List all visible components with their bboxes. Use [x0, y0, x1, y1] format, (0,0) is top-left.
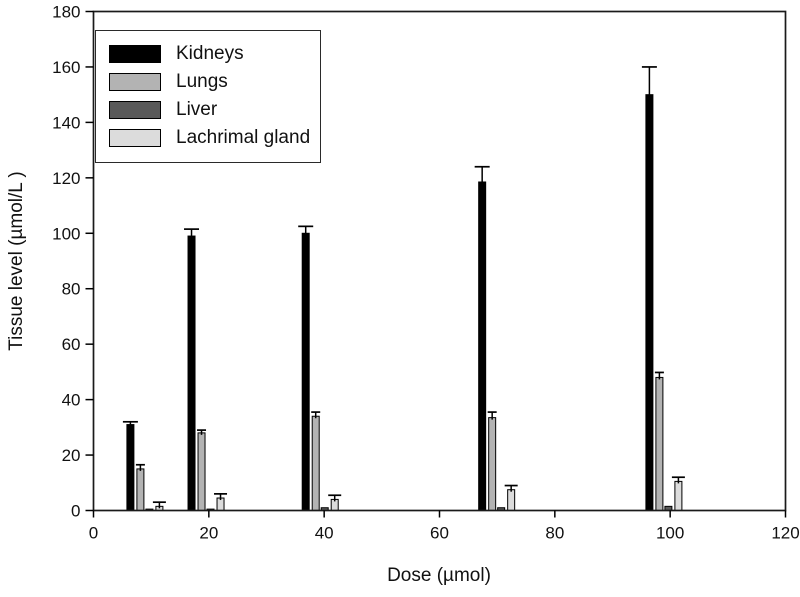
legend-item-lachrimal-gland: Lachrimal gland	[109, 127, 320, 148]
legend-label-liver: Liver	[176, 99, 218, 120]
y-tick-label: 160	[52, 58, 80, 77]
legend-swatch-kidneys	[109, 45, 161, 63]
bar-lachrimal-gland-dose-100	[674, 480, 683, 511]
x-tick-label: 40	[315, 524, 334, 543]
legend-swatch-lungs	[109, 73, 161, 91]
legend-item-kidneys: Kidneys	[109, 43, 320, 64]
bar-kidneys-dose-10	[126, 424, 135, 511]
legend: Kidneys Lungs Liver Lachrimal gland	[95, 30, 321, 163]
y-axis-title: Tissue level (µmol/L )	[6, 171, 27, 351]
y-tick-label: 40	[62, 391, 81, 410]
x-tick-label: 0	[89, 524, 98, 543]
x-tick-label: 20	[199, 524, 218, 543]
x-tick-label: 100	[656, 524, 684, 543]
y-tick-label: 100	[52, 224, 80, 243]
legend-label-lachrimal-gland: Lachrimal gland	[176, 127, 311, 148]
bar-lungs-dose-100	[655, 376, 664, 511]
y-tick-label: 120	[52, 169, 80, 188]
y-tick-label: 140	[52, 113, 80, 132]
x-tick-label: 60	[430, 524, 449, 543]
bar-kidneys-dose-20	[187, 235, 196, 512]
bar-kidneys-dose-100	[645, 94, 654, 512]
x-axis-title: Dose (µmol)	[387, 565, 491, 586]
x-tick-label: 120	[771, 524, 799, 543]
bar-lachrimal-gland-dose-70	[507, 489, 516, 512]
y-tick-label: 20	[62, 446, 81, 465]
legend-label-kidneys: Kidneys	[176, 43, 244, 64]
legend-item-liver: Liver	[109, 99, 320, 120]
y-tick-label: 60	[62, 335, 81, 354]
legend-swatch-lachrimal-gland	[109, 129, 161, 147]
bar-lungs-dose-20	[197, 432, 206, 511]
y-tick-label: 80	[62, 280, 81, 299]
bar-kidneys-dose-40	[301, 232, 310, 511]
y-tick-label: 180	[52, 3, 80, 22]
y-tick-label: 0	[71, 502, 80, 521]
bar-lungs-dose-70	[488, 417, 497, 511]
legend-swatch-liver	[109, 101, 161, 119]
bar-lungs-dose-40	[311, 415, 320, 511]
legend-label-lungs: Lungs	[176, 71, 228, 92]
x-tick-label: 80	[545, 524, 564, 543]
bar-lungs-dose-10	[136, 468, 145, 511]
legend-item-lungs: Lungs	[109, 71, 320, 92]
bar-kidneys-dose-70	[478, 181, 487, 511]
